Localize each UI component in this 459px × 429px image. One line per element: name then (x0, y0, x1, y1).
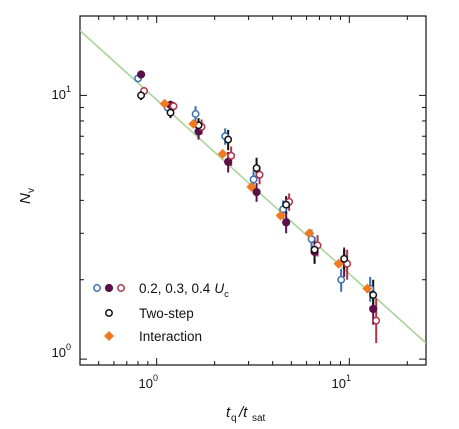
y-tick-label-10: 10 1 (52, 84, 71, 102)
legend-text-sub: c (224, 289, 229, 300)
svg-text:10: 10 (52, 345, 66, 360)
x-tick-label-10: 10 1 (332, 373, 351, 391)
svg-text:10: 10 (139, 376, 153, 391)
legend-label-uc: 0.2, 0.3, 0.4 Uc (139, 281, 229, 300)
data-point-two (282, 200, 291, 209)
legend-label-two-step: Two-step (139, 306, 194, 321)
axis-ticks (79, 15, 426, 365)
data-point-two (137, 91, 146, 100)
legend-marker-u04 (117, 284, 125, 292)
data-point-inter (275, 210, 286, 221)
data-point-two (340, 254, 349, 263)
data-point-u03 (252, 187, 261, 197)
data-point-inter (188, 118, 199, 129)
x-axis-label: t q /t sat (226, 404, 266, 424)
data-point-u04 (169, 102, 178, 111)
data-point-two (310, 245, 319, 254)
legend-marker-interaction (104, 331, 114, 341)
legend-label-interaction: Interaction (139, 329, 202, 344)
svg-text:10: 10 (52, 87, 66, 102)
svg-text:0: 0 (66, 342, 71, 352)
legend-entry-uc: 0.2, 0.3, 0.4 Uc (93, 281, 229, 300)
data-point-u03 (136, 70, 146, 79)
legend-marker-u03 (104, 283, 114, 293)
data-point-inter (159, 98, 170, 109)
x-tick-base: 10 (332, 376, 346, 391)
legend-marker-u02 (93, 284, 101, 292)
x-tick-exp: 0 (153, 373, 158, 383)
x-label-sub2: sat (252, 413, 266, 424)
y-label-sub: v (26, 188, 37, 193)
marker-layer (134, 70, 381, 325)
data-point-u03 (369, 304, 378, 314)
svg-text:1: 1 (66, 84, 71, 94)
data-point-u03 (282, 218, 291, 227)
y-label-main: N (17, 193, 34, 204)
data-point-u04 (227, 151, 236, 160)
y-tick-base: 10 (52, 87, 66, 102)
svg-text:0: 0 (153, 373, 158, 383)
data-point-inter (333, 258, 344, 269)
data-point-inter (304, 228, 315, 239)
x-tick-exp: 1 (346, 373, 351, 383)
svg-text:10: 10 (332, 376, 346, 391)
data-point-two (224, 135, 233, 144)
x-label-sep: /t (238, 404, 248, 421)
x-label-sub1: q (231, 413, 237, 424)
y-tick-exp: 0 (66, 342, 71, 352)
data-point-u04 (255, 170, 264, 179)
data-point-u02 (249, 175, 258, 184)
legend-entry-interaction: Interaction (104, 329, 202, 344)
data-point-inter (217, 148, 228, 159)
legend-entry-two-step: Two-step (105, 306, 194, 321)
y-axis-label: N v (17, 188, 37, 204)
x-tick-label-1: 10 0 (139, 373, 158, 391)
x-tick-base: 10 (139, 376, 153, 391)
data-point-u02 (191, 110, 200, 118)
data-point-inter (362, 283, 373, 294)
legend-marker-two-step (105, 309, 113, 317)
svg-text:1: 1 (346, 373, 351, 383)
plot-area-frame (79, 15, 427, 366)
y-tick-label-1: 10 0 (52, 342, 71, 360)
data-point-u02 (337, 275, 346, 284)
legend-text-values: 0.2, 0.3, 0.4 (139, 281, 211, 296)
data-point-two (252, 164, 261, 173)
data-point-inter (246, 181, 257, 192)
legend: 0.2, 0.3, 0.4 Uc Two-step Interaction (93, 281, 229, 344)
data-point-two (369, 291, 378, 299)
y-tick-exp: 1 (66, 84, 71, 94)
legend-text-var: U (214, 281, 224, 296)
x-label-main: t (226, 404, 231, 421)
data-point-u04 (372, 316, 381, 325)
data-point-two (166, 108, 175, 117)
y-tick-base: 10 (52, 345, 66, 360)
